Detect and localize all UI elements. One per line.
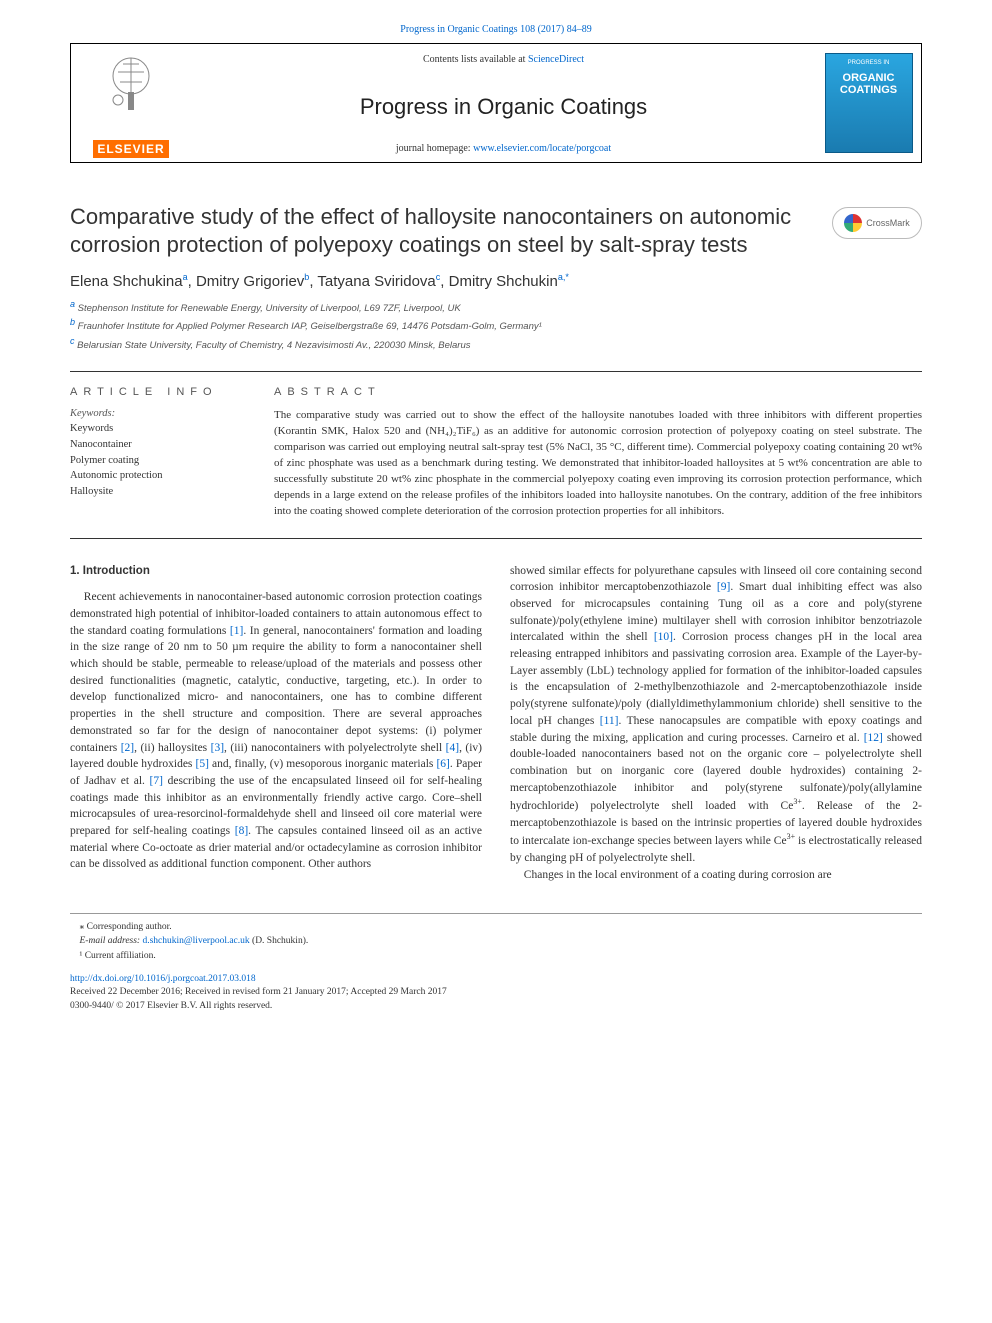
affiliations: a Stephenson Institute for Renewable Ene… xyxy=(70,298,922,353)
footnotes: ⁎ Corresponding author. E-mail address: … xyxy=(70,913,922,963)
crossmark-badge[interactable]: CrossMark xyxy=(832,207,922,239)
keyword-item: Keywords xyxy=(70,421,240,437)
body-text: 1. Introduction Recent achievements in n… xyxy=(70,563,922,883)
doi-link[interactable]: http://dx.doi.org/10.1016/j.porgcoat.201… xyxy=(70,974,256,984)
journal-header: ELSEVIER Contents lists available at Sci… xyxy=(70,43,922,163)
abstract-heading: ABSTRACT xyxy=(274,386,922,398)
sciencedirect-link[interactable]: ScienceDirect xyxy=(528,54,584,65)
elsevier-tree-icon xyxy=(106,52,156,112)
abstract-column: ABSTRACT The comparative study was carri… xyxy=(274,386,922,520)
keywords-list: Keywords Nanocontainer Polymer coating A… xyxy=(70,421,240,500)
affiliation-a: a Stephenson Institute for Renewable Ene… xyxy=(70,298,922,316)
crossmark-label: CrossMark xyxy=(866,218,910,228)
email-link[interactable]: d.shchukin@liverpool.ac.uk xyxy=(142,936,249,946)
header-cover: PROGRESS IN ORGANIC COATINGS xyxy=(816,44,921,162)
publisher-block: ELSEVIER xyxy=(71,44,191,162)
keyword-item: Polymer coating xyxy=(70,453,240,469)
elsevier-wordmark: ELSEVIER xyxy=(93,140,168,158)
cover-title: ORGANIC COATINGS xyxy=(826,72,912,96)
copyright-line: 0300-9440/ © 2017 Elsevier B.V. All righ… xyxy=(70,1000,922,1013)
body-paragraph: showed similar effects for polyurethane … xyxy=(510,563,922,867)
email-author: (D. Shchukin). xyxy=(250,936,309,946)
keyword-item: Halloysite xyxy=(70,484,240,500)
contents-line: Contents lists available at ScienceDirec… xyxy=(423,54,584,65)
header-center: Contents lists available at ScienceDirec… xyxy=(191,44,816,162)
article-title: Comparative study of the effect of hallo… xyxy=(70,203,820,258)
body-paragraph: Changes in the local environment of a co… xyxy=(510,867,922,884)
journal-homepage-link[interactable]: www.elsevier.com/locate/porgcoat xyxy=(473,143,611,154)
article-info-heading: ARTICLE INFO xyxy=(70,386,240,398)
article-history: Received 22 December 2016; Received in r… xyxy=(70,986,922,999)
journal-cover-thumbnail: PROGRESS IN ORGANIC COATINGS xyxy=(825,53,913,153)
keyword-item: Autonomic protection xyxy=(70,468,240,484)
corresponding-author-note: ⁎ Corresponding author. xyxy=(70,920,922,934)
cover-top: PROGRESS IN xyxy=(848,60,890,66)
divider xyxy=(70,538,922,539)
affiliation-footnote: ¹ Current affiliation. xyxy=(70,949,922,963)
doi-block: http://dx.doi.org/10.1016/j.porgcoat.201… xyxy=(70,973,922,1013)
email-line: E-mail address: d.shchukin@liverpool.ac.… xyxy=(70,934,922,948)
email-label: E-mail address: xyxy=(80,936,143,946)
body-paragraph: Recent achievements in nanocontainer-bas… xyxy=(70,589,482,872)
section-heading: 1. Introduction xyxy=(70,563,482,580)
keywords-label: Keywords: xyxy=(70,408,240,419)
abstract-text: The comparative study was carried out to… xyxy=(274,408,922,520)
article-info-column: ARTICLE INFO Keywords: Keywords Nanocont… xyxy=(70,386,240,520)
top-citation-link[interactable]: Progress in Organic Coatings 108 (2017) … xyxy=(70,24,922,35)
crossmark-icon xyxy=(844,214,862,232)
affiliation-c: c Belarusian State University, Faculty o… xyxy=(70,335,922,353)
journal-name: Progress in Organic Coatings xyxy=(360,94,647,120)
homepage-line: journal homepage: www.elsevier.com/locat… xyxy=(396,143,611,154)
affiliation-b: b Fraunhofer Institute for Applied Polym… xyxy=(70,316,922,334)
authors-line: Elena Shchukinaa, Dmitry Grigorievb, Tat… xyxy=(70,272,922,290)
keyword-item: Nanocontainer xyxy=(70,437,240,453)
